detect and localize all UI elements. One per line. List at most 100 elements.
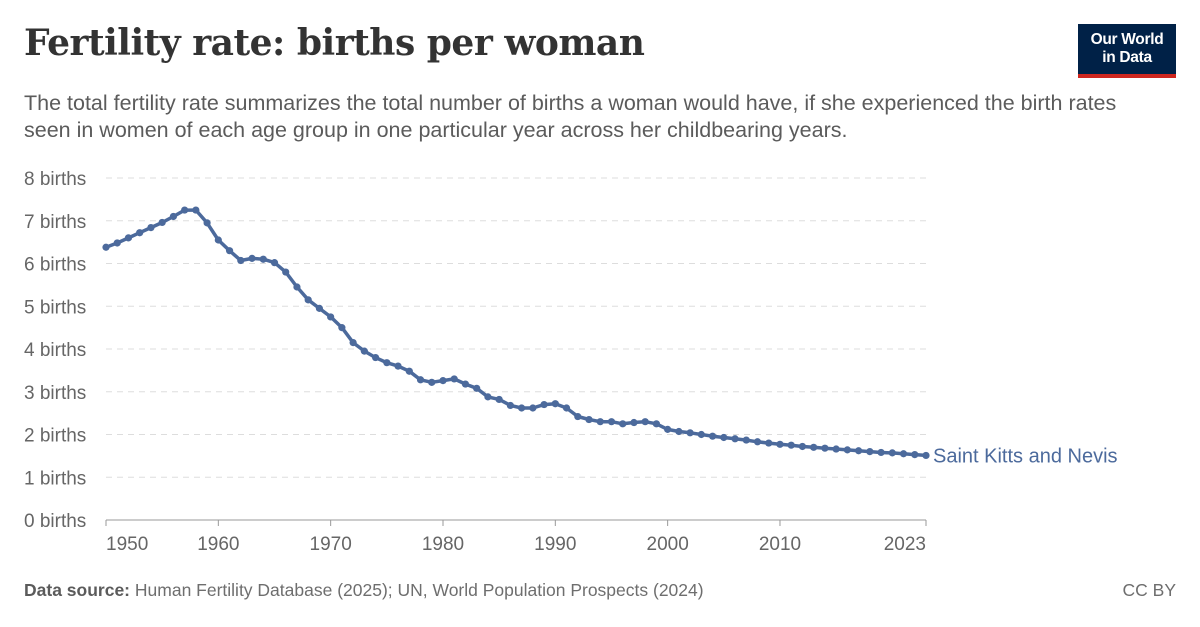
data-point-1998[interactable] bbox=[641, 418, 649, 426]
data-point-2018[interactable] bbox=[866, 448, 874, 456]
data-point-1995[interactable] bbox=[607, 418, 616, 426]
data-point-1985[interactable] bbox=[495, 395, 503, 404]
data-point-2008[interactable] bbox=[753, 438, 762, 446]
license-label[interactable]: CC BY bbox=[1122, 580, 1176, 600]
x-tick-label: 1950 bbox=[106, 534, 148, 555]
data-point-1952[interactable] bbox=[124, 234, 133, 242]
data-point-1965[interactable] bbox=[270, 259, 279, 267]
data-point-1966[interactable] bbox=[282, 268, 290, 276]
data-point-1954[interactable] bbox=[147, 223, 155, 232]
data-point-1974[interactable] bbox=[371, 353, 380, 362]
data-point-2003[interactable] bbox=[697, 430, 705, 439]
data-point-2019[interactable] bbox=[877, 448, 885, 457]
data-point-1975[interactable] bbox=[383, 359, 391, 367]
data-point-1976[interactable] bbox=[394, 362, 402, 370]
data-point-1982[interactable] bbox=[461, 380, 470, 388]
data-point-1977[interactable] bbox=[405, 367, 413, 375]
data-point-1973[interactable] bbox=[360, 347, 368, 355]
data-point-1962[interactable] bbox=[237, 256, 245, 265]
data-point-1997[interactable] bbox=[630, 418, 638, 427]
series-label[interactable]: Saint Kitts and Nevis bbox=[933, 445, 1118, 467]
data-point-2013[interactable] bbox=[810, 443, 818, 451]
data-point-1996[interactable] bbox=[619, 420, 627, 428]
data-point-1994[interactable] bbox=[596, 418, 604, 426]
data-point-1957[interactable] bbox=[181, 206, 189, 214]
data-point-2006[interactable] bbox=[731, 435, 739, 443]
logo-line-2: in Data bbox=[1102, 49, 1152, 66]
grid-lines bbox=[106, 177, 926, 478]
series-line[interactable] bbox=[104, 208, 928, 458]
data-point-1987[interactable] bbox=[518, 404, 526, 412]
data-point-2022[interactable] bbox=[911, 450, 919, 459]
data-point-2015[interactable] bbox=[832, 445, 840, 453]
data-point-1979[interactable] bbox=[428, 378, 436, 386]
data-point-2023[interactable] bbox=[922, 451, 930, 460]
chart-title: Fertility rate: births per woman bbox=[24, 22, 645, 64]
data-point-1988[interactable] bbox=[529, 404, 537, 412]
data-point-2017[interactable] bbox=[855, 447, 863, 455]
x-tick-label: 1960 bbox=[197, 534, 239, 555]
data-point-1971[interactable] bbox=[338, 324, 346, 332]
data-point-2016[interactable] bbox=[843, 446, 851, 454]
data-point-1955[interactable] bbox=[158, 218, 166, 227]
data-point-1969[interactable] bbox=[315, 304, 324, 312]
y-tick-label: 5 births bbox=[24, 297, 86, 318]
data-point-1999[interactable] bbox=[652, 420, 661, 428]
data-point-2001[interactable] bbox=[675, 427, 683, 436]
data-point-1981[interactable] bbox=[450, 375, 458, 383]
data-point-2007[interactable] bbox=[742, 436, 750, 444]
data-point-1956[interactable] bbox=[169, 212, 177, 221]
data-point-1968[interactable] bbox=[304, 296, 312, 304]
x-tick-label: 2000 bbox=[647, 534, 689, 555]
our-world-in-data-logo[interactable]: Our World in Data bbox=[1078, 24, 1176, 78]
data-source: Data source: Human Fertility Database (2… bbox=[24, 580, 704, 601]
y-tick-label: 1 births bbox=[24, 468, 86, 489]
data-point-2014[interactable] bbox=[821, 444, 829, 452]
data-point-2002[interactable] bbox=[686, 429, 694, 437]
x-axis: 1950 1960 1970 1980 1990 2000 2010 2023 bbox=[105, 519, 927, 555]
data-point-2011[interactable] bbox=[787, 441, 795, 449]
data-point-1964[interactable] bbox=[259, 255, 267, 263]
x-tick-label: 1990 bbox=[534, 534, 576, 555]
y-tick-label: 2 births bbox=[24, 426, 86, 447]
data-point-1983[interactable] bbox=[473, 384, 481, 392]
data-point-1970[interactable] bbox=[327, 313, 335, 321]
data-point-1967[interactable] bbox=[293, 283, 301, 291]
data-point-1953[interactable] bbox=[136, 229, 144, 237]
data-point-1991[interactable] bbox=[562, 404, 571, 412]
y-tick-label: 3 births bbox=[24, 383, 86, 404]
data-point-1990[interactable] bbox=[551, 400, 559, 408]
y-tick-label: 0 births bbox=[24, 511, 86, 532]
data-point-2009[interactable] bbox=[765, 439, 773, 447]
x-tick-label: 1970 bbox=[310, 534, 352, 555]
data-point-1986[interactable] bbox=[506, 401, 514, 410]
data-point-1972[interactable] bbox=[349, 338, 357, 347]
data-point-2012[interactable] bbox=[798, 442, 807, 451]
chart-subtitle: The total fertility rate summarizes the … bbox=[24, 91, 1117, 142]
data-point-1950[interactable] bbox=[102, 243, 110, 251]
y-tick-label: 4 births bbox=[24, 340, 86, 361]
data-point-2020[interactable] bbox=[888, 449, 896, 457]
logo-line-1: Our World bbox=[1090, 31, 1164, 48]
data-point-2004[interactable] bbox=[708, 432, 717, 440]
data-point-1951[interactable] bbox=[113, 239, 121, 247]
data-point-2010[interactable] bbox=[776, 440, 784, 448]
data-point-2000[interactable] bbox=[664, 425, 672, 433]
data-point-1959[interactable] bbox=[203, 219, 211, 227]
data-point-1963[interactable] bbox=[248, 254, 256, 262]
data-point-1993[interactable] bbox=[585, 415, 593, 424]
data-point-1984[interactable] bbox=[484, 393, 492, 401]
data-point-1960[interactable] bbox=[214, 236, 222, 244]
data-point-2021[interactable] bbox=[899, 450, 908, 458]
data-point-2005[interactable] bbox=[720, 433, 728, 442]
data-point-1978[interactable] bbox=[416, 376, 425, 384]
x-tick-label: 2010 bbox=[759, 534, 801, 555]
data-point-1961[interactable] bbox=[225, 247, 234, 255]
data-point-1958[interactable] bbox=[192, 206, 200, 214]
data-point-1989[interactable] bbox=[540, 400, 548, 409]
data-source-text[interactable]: Human Fertility Database (2025); UN, Wor… bbox=[134, 580, 704, 600]
y-tick-label: 7 births bbox=[24, 212, 86, 233]
data-point-1980[interactable] bbox=[439, 377, 447, 385]
data-point-1992[interactable] bbox=[574, 412, 582, 421]
